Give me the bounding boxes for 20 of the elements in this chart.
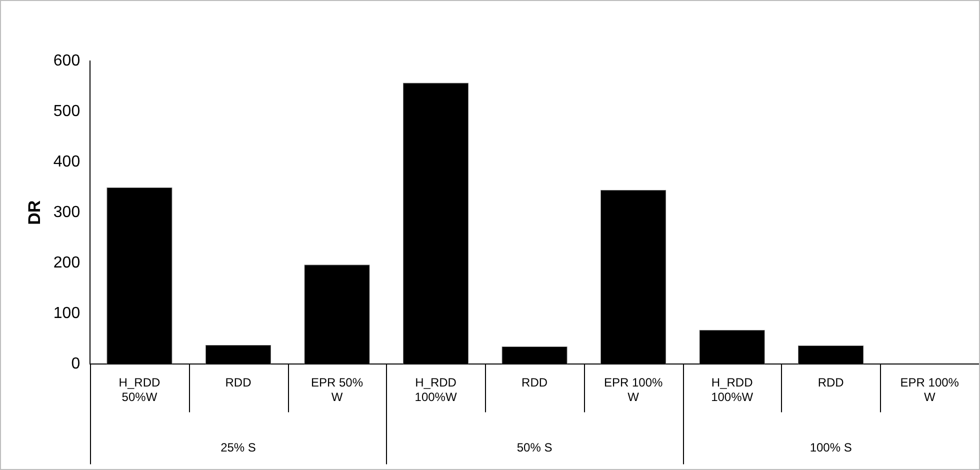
text: 50% S (516, 440, 552, 455)
text: 100% S (810, 440, 852, 455)
y-axis-title: DR (24, 200, 44, 225)
y-tick-label: 100 (53, 305, 80, 322)
y-tick-label: 600 (53, 52, 80, 70)
x-tick-label: H_RDD 100%W (711, 376, 754, 404)
x-tick-label: EPR 100% W (604, 376, 663, 404)
x-tick-label: RDD (522, 376, 548, 390)
x-tick-label: EPR 50% W (311, 376, 364, 404)
x-tick-label: H_RDD 50%W (118, 376, 160, 404)
x-tick-label: EPR 100% W (900, 376, 960, 404)
y-tick-label: 0 (71, 356, 80, 373)
y-tick-label: 500 (53, 102, 80, 120)
x-tick-label: RDD (818, 376, 844, 390)
y-tick-label: 200 (53, 254, 80, 272)
x-tick-label: RDD (225, 376, 252, 390)
y-tick-label: 300 (53, 204, 80, 222)
y-tick-label: 400 (53, 153, 80, 170)
x-tick-label: H_RDD 100%W (414, 376, 458, 404)
text: 25% S (220, 440, 256, 455)
